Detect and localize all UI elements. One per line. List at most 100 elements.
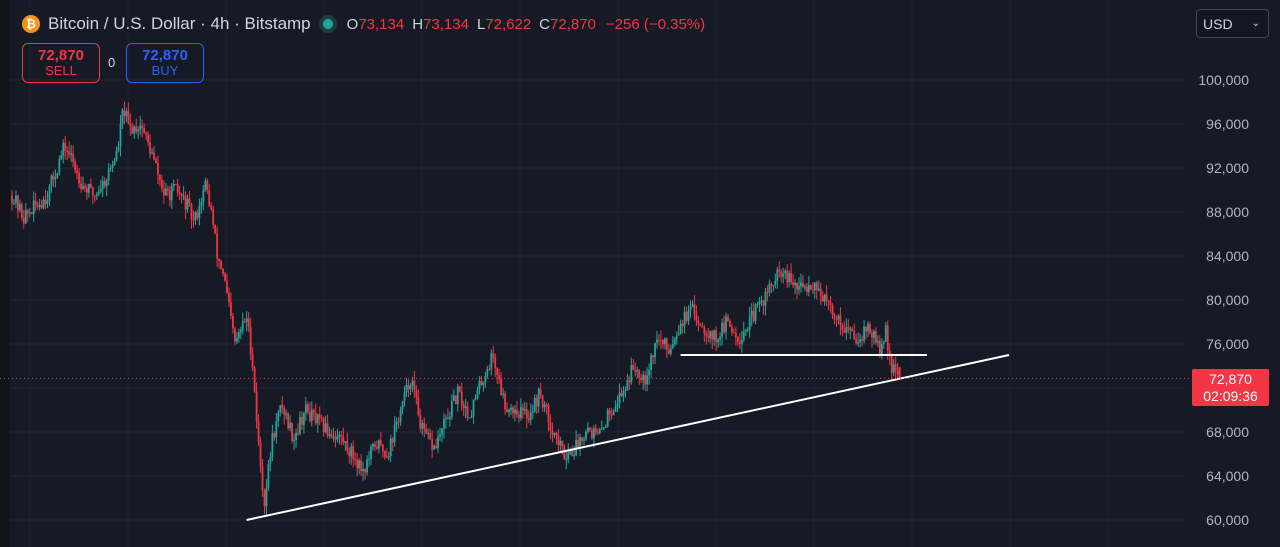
candle-body — [677, 333, 680, 336]
candle-body — [141, 125, 144, 128]
candle-body — [387, 455, 390, 458]
candle-body — [320, 417, 323, 419]
candle-body — [723, 322, 725, 333]
y-tick-label: 64,000 — [1206, 468, 1249, 484]
candle-body — [348, 451, 351, 457]
candle-body — [372, 443, 374, 447]
candle-body — [417, 396, 420, 415]
candle-body — [545, 404, 548, 406]
candle-body — [492, 353, 495, 358]
candle-body — [366, 459, 368, 473]
candle-body — [64, 142, 67, 151]
candle-body — [638, 370, 641, 379]
candle-body — [521, 407, 524, 411]
candle-body — [547, 404, 550, 423]
candle-body — [399, 409, 402, 422]
candle-body — [894, 364, 897, 371]
candle-body — [770, 283, 773, 286]
candle-body — [263, 490, 266, 507]
candle-body — [267, 463, 270, 488]
candle-body — [328, 434, 331, 436]
candle-body — [287, 413, 290, 429]
candle-body — [62, 142, 65, 156]
candle-body — [330, 434, 333, 438]
candle-body — [736, 337, 739, 343]
candle-body — [660, 340, 662, 342]
candle-body — [561, 440, 564, 447]
candle-body — [671, 344, 674, 349]
candle-body — [758, 301, 761, 304]
candle-body — [871, 332, 873, 338]
candle-body — [78, 172, 80, 184]
candle-body — [652, 355, 654, 358]
candle-body — [352, 446, 355, 460]
candle-body — [257, 421, 260, 443]
candle-body — [764, 291, 767, 306]
candle-body — [312, 409, 315, 414]
candle-body — [164, 188, 167, 196]
symbol-title[interactable]: Bitcoin / U.S. Dollar · 4h · Bitstamp — [48, 14, 311, 33]
candle-body — [847, 327, 850, 330]
candle-body — [855, 339, 858, 344]
candle-body — [204, 180, 207, 190]
candle-body — [823, 294, 826, 302]
candle-body — [253, 367, 256, 392]
buy-button[interactable]: 72,870 BUY — [126, 43, 204, 83]
y-tick-label: 60,000 — [1206, 512, 1249, 528]
candle-body — [774, 280, 777, 286]
candle-body — [145, 132, 148, 135]
candle-body — [496, 368, 499, 376]
candle-body — [279, 405, 282, 413]
left-border — [0, 0, 10, 547]
candle-body — [113, 161, 116, 165]
ohlc-values: O73,134 H73,134 L72,622 C72,870 — [347, 16, 596, 33]
candle-body — [614, 406, 617, 412]
candle-body — [626, 380, 629, 390]
candle-body — [663, 338, 666, 345]
candle-body — [583, 439, 585, 441]
candle-body — [389, 438, 392, 456]
currency-select[interactable]: USD ⌄ — [1196, 9, 1269, 38]
candle-body — [606, 410, 609, 428]
candle-body — [592, 428, 595, 439]
candle-body — [573, 455, 576, 457]
price-axis: 60,00064,00068,00072,00076,00080,00084,0… — [1198, 72, 1249, 528]
candle-body — [89, 183, 92, 188]
last-price-tag: 72,870 02:09:36 — [1192, 369, 1269, 406]
candle-body — [52, 175, 55, 180]
close-label: C — [539, 15, 551, 33]
candle-body — [218, 258, 221, 261]
candle-body — [890, 355, 893, 373]
candle-body — [22, 217, 25, 224]
candle-body — [38, 204, 41, 207]
candle-body — [437, 436, 439, 449]
candle-body — [289, 422, 292, 429]
candle-body — [782, 273, 785, 277]
candle-body — [314, 413, 317, 424]
candle-body — [103, 180, 106, 187]
candle-body — [375, 447, 378, 449]
candle-body — [849, 328, 852, 330]
candle-body — [168, 190, 171, 201]
candle-body — [182, 195, 185, 197]
candle-body — [340, 435, 343, 438]
candle-body — [683, 311, 686, 326]
candle-body — [876, 340, 879, 343]
candle-body — [155, 159, 157, 163]
candle-body — [336, 435, 339, 440]
candle-body — [839, 315, 842, 326]
candle-body — [91, 187, 94, 196]
buy-price: 72,870 — [142, 47, 188, 64]
candle-body — [624, 389, 627, 391]
candle-body — [198, 205, 201, 219]
candle-body — [888, 350, 891, 356]
candle-body — [121, 110, 124, 124]
candle-body — [565, 459, 568, 461]
sell-button[interactable]: 72,870 SELL — [22, 43, 100, 83]
candle-body — [80, 183, 82, 189]
candle-body — [105, 180, 108, 187]
candle-body — [322, 418, 325, 433]
candle-body — [490, 353, 493, 370]
y-tick-label: 76,000 — [1206, 336, 1249, 352]
